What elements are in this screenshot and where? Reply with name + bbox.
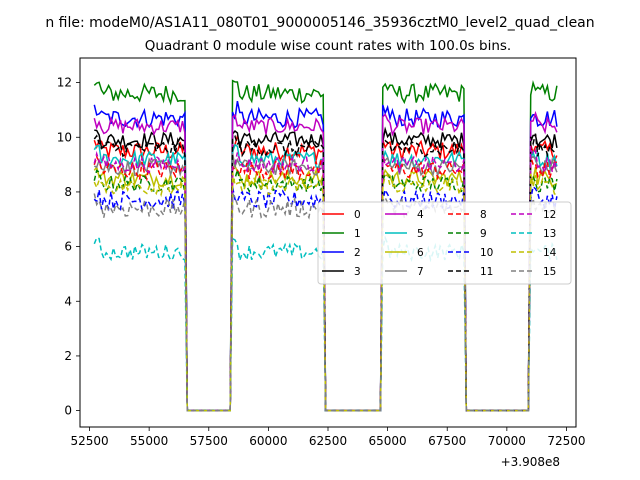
x-tick-label: 52500 (70, 434, 108, 448)
legend-label-13: 13 (543, 228, 556, 240)
y-tick-label: 12 (57, 76, 72, 90)
legend-box (317, 201, 572, 285)
y-tick-label: 0 (64, 404, 72, 418)
x-tick-label: 57500 (190, 434, 228, 448)
series-line-15 (93, 192, 558, 412)
axes-layer: 52500 55000 57500 60000 62500 65000 67500 70000… (57, 76, 586, 448)
series-layer (93, 79, 558, 412)
legend-label-15: 15 (543, 266, 556, 278)
x-offset-label: +3.908e8 (501, 455, 560, 469)
x-tick-label: 67500 (428, 434, 466, 448)
legend-label-0: 0 (354, 209, 361, 221)
x-tick-label: 60000 (249, 434, 287, 448)
legend-label-11: 11 (480, 266, 493, 278)
legend-label-12: 12 (543, 209, 556, 221)
legend-label-6: 6 (417, 247, 424, 259)
legend-label-5: 5 (417, 228, 424, 240)
legend-label-3: 3 (354, 266, 361, 278)
legend-label-14: 14 (543, 247, 557, 259)
y-tick-label: 2 (64, 349, 72, 363)
legend-label-8: 8 (480, 209, 487, 221)
x-tick-label: 55000 (130, 434, 168, 448)
y-tick-label: 6 (64, 240, 72, 254)
y-tick-label: 8 (64, 185, 72, 199)
x-tick-label: 62500 (309, 434, 347, 448)
x-tick-label: 65000 (369, 434, 407, 448)
legend-label-10: 10 (480, 247, 493, 259)
legend-label-9: 9 (480, 228, 487, 240)
legend-label-2: 2 (354, 247, 361, 259)
legend-label-7: 7 (417, 266, 424, 278)
chart-suptitle: n file: modeM0/AS1A11_080T01_9000005146_… (45, 15, 594, 31)
x-tick-label: 72500 (547, 434, 585, 448)
chart-title: Quadrant 0 module wise count rates with … (145, 38, 511, 54)
y-tick-label: 4 (64, 294, 72, 308)
series-line-8 (93, 154, 558, 412)
legend-label-4: 4 (417, 209, 424, 221)
legend-label-1: 1 (354, 228, 361, 240)
y-tick-label: 10 (57, 130, 72, 144)
x-tick-label: 70000 (488, 434, 526, 448)
